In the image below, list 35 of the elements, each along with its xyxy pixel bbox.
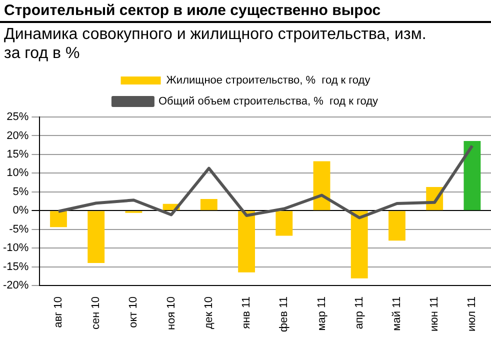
y-tick-label: -20% — [2, 280, 29, 292]
x-tick-label: окт 10 — [128, 296, 140, 328]
x-tick-label: сен 10 — [90, 296, 102, 330]
bar — [388, 211, 406, 241]
bar — [350, 211, 368, 278]
y-tick-label: 0% — [12, 204, 29, 217]
x-tick-label: янв 11 — [240, 296, 253, 329]
bar — [88, 211, 105, 264]
bar — [276, 211, 293, 236]
x-tick-label: апр 11 — [353, 296, 366, 330]
bar — [50, 211, 67, 228]
x-tick-label: июл 11 — [466, 296, 478, 332]
y-tick-label: 15% — [6, 148, 29, 160]
x-tick-label: июн 11 — [428, 296, 441, 332]
y-tick-label: 5% — [12, 186, 29, 198]
bar — [464, 140, 481, 210]
x-tick-label: авг 10 — [52, 296, 65, 328]
y-tick-label: -5% — [9, 223, 29, 236]
x-tick-label: мар 11 — [316, 296, 328, 331]
x-tick-label: дек 10 — [202, 296, 215, 330]
y-tick-label: 25% — [6, 111, 29, 124]
chart-title: Строительный сектор в июле существенно вырос — [0, 0, 491, 23]
y-tick-label: -15% — [2, 260, 29, 273]
y-tick-label: -10% — [2, 242, 29, 254]
x-tick-label: фев 11 — [278, 296, 290, 332]
legend-label: Жилищное строительство, % год к году — [166, 74, 371, 87]
y-tick-label: 10% — [6, 167, 29, 180]
bar — [238, 211, 255, 272]
chart-subtitle: Динамика совокупного и жилищного строительства, изм. за год в % — [3, 25, 428, 64]
bar — [313, 161, 330, 210]
y-tick-label: 20% — [6, 130, 29, 142]
bar — [200, 199, 218, 210]
legend-label: Общий объем строительства, % год к году — [158, 96, 379, 108]
x-tick-label: ноя 10 — [165, 296, 178, 330]
x-tick-label: май 11 — [391, 296, 404, 331]
